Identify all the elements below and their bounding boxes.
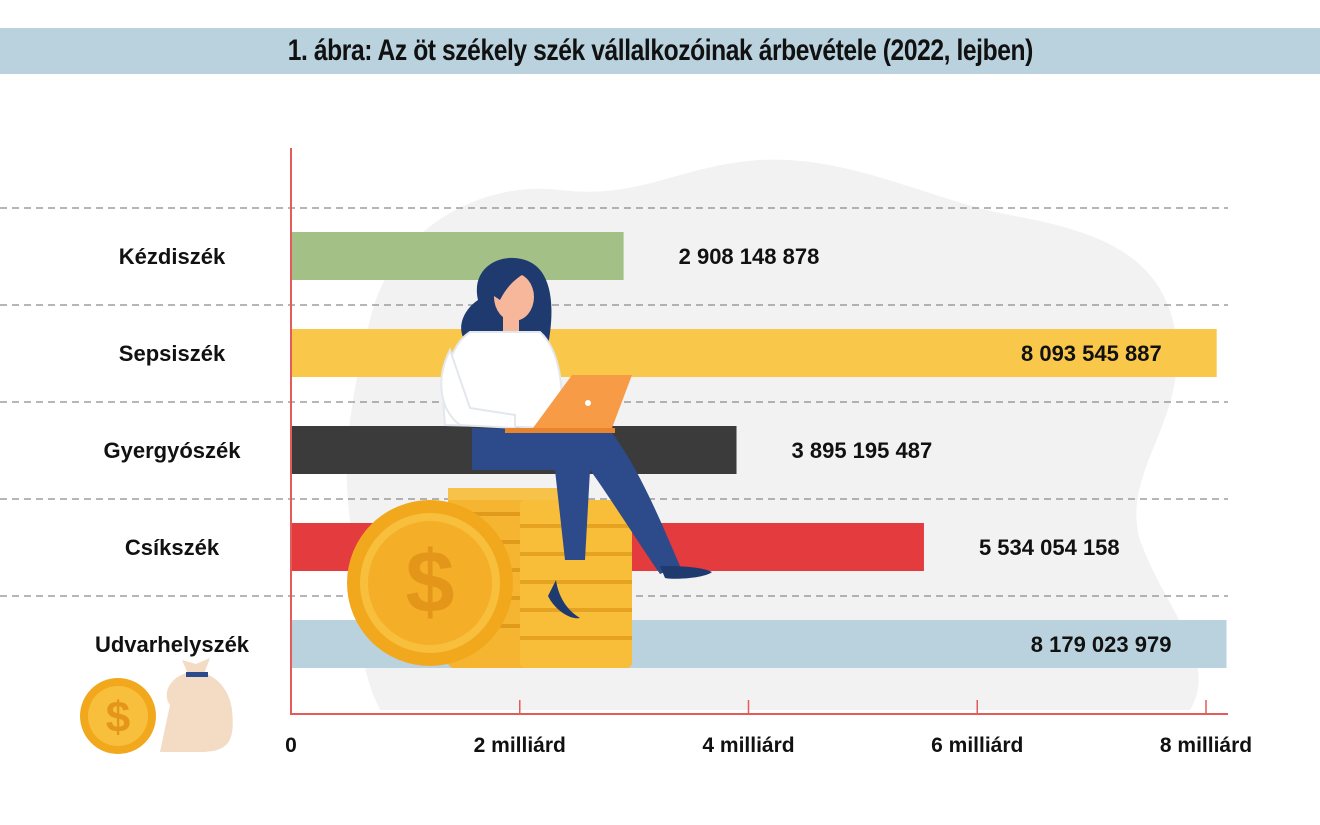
x-tick-label: 8 milliárd bbox=[1160, 734, 1252, 757]
value-label: 8 179 023 979 bbox=[1031, 632, 1172, 657]
chart-title-bar: 1. ábra: Az öt székely szék vállalkozóin… bbox=[0, 28, 1320, 74]
currency-symbol: $ bbox=[406, 532, 455, 631]
chart-title: 1. ábra: Az öt székely szék vállalkozóin… bbox=[287, 34, 1033, 67]
coin-and-money-bag-icon: $ bbox=[80, 658, 233, 754]
x-tick-label: 4 milliárd bbox=[702, 734, 794, 757]
value-label: 2 908 148 878 bbox=[679, 244, 820, 269]
value-label: 5 534 054 158 bbox=[979, 535, 1120, 560]
value-label: 8 093 545 887 bbox=[1021, 341, 1162, 366]
x-axis-tick-marks bbox=[519, 700, 1207, 714]
category-label: Sepsiszék bbox=[119, 341, 226, 366]
value-label: 3 895 195 487 bbox=[792, 438, 933, 463]
x-tick-label: 2 milliárd bbox=[474, 734, 566, 757]
currency-symbol: $ bbox=[106, 693, 130, 742]
labels: Kézdiszék 2 908 148 878 Sepsiszék 8 093 545… bbox=[95, 244, 1252, 757]
woman-with-laptop-on-coins-illustration: $ bbox=[347, 257, 712, 668]
category-label: Udvarhelyszék bbox=[95, 632, 250, 657]
category-label: Kézdiszék bbox=[119, 244, 226, 269]
dollar-coin-icon: $ bbox=[347, 500, 513, 666]
x-tick-label: 6 milliárd bbox=[931, 734, 1023, 757]
bar-1 bbox=[291, 232, 624, 280]
category-label: Gyergyószék bbox=[104, 438, 242, 463]
x-tick-label: 0 bbox=[285, 734, 297, 757]
category-label: Csíkszék bbox=[125, 535, 220, 560]
